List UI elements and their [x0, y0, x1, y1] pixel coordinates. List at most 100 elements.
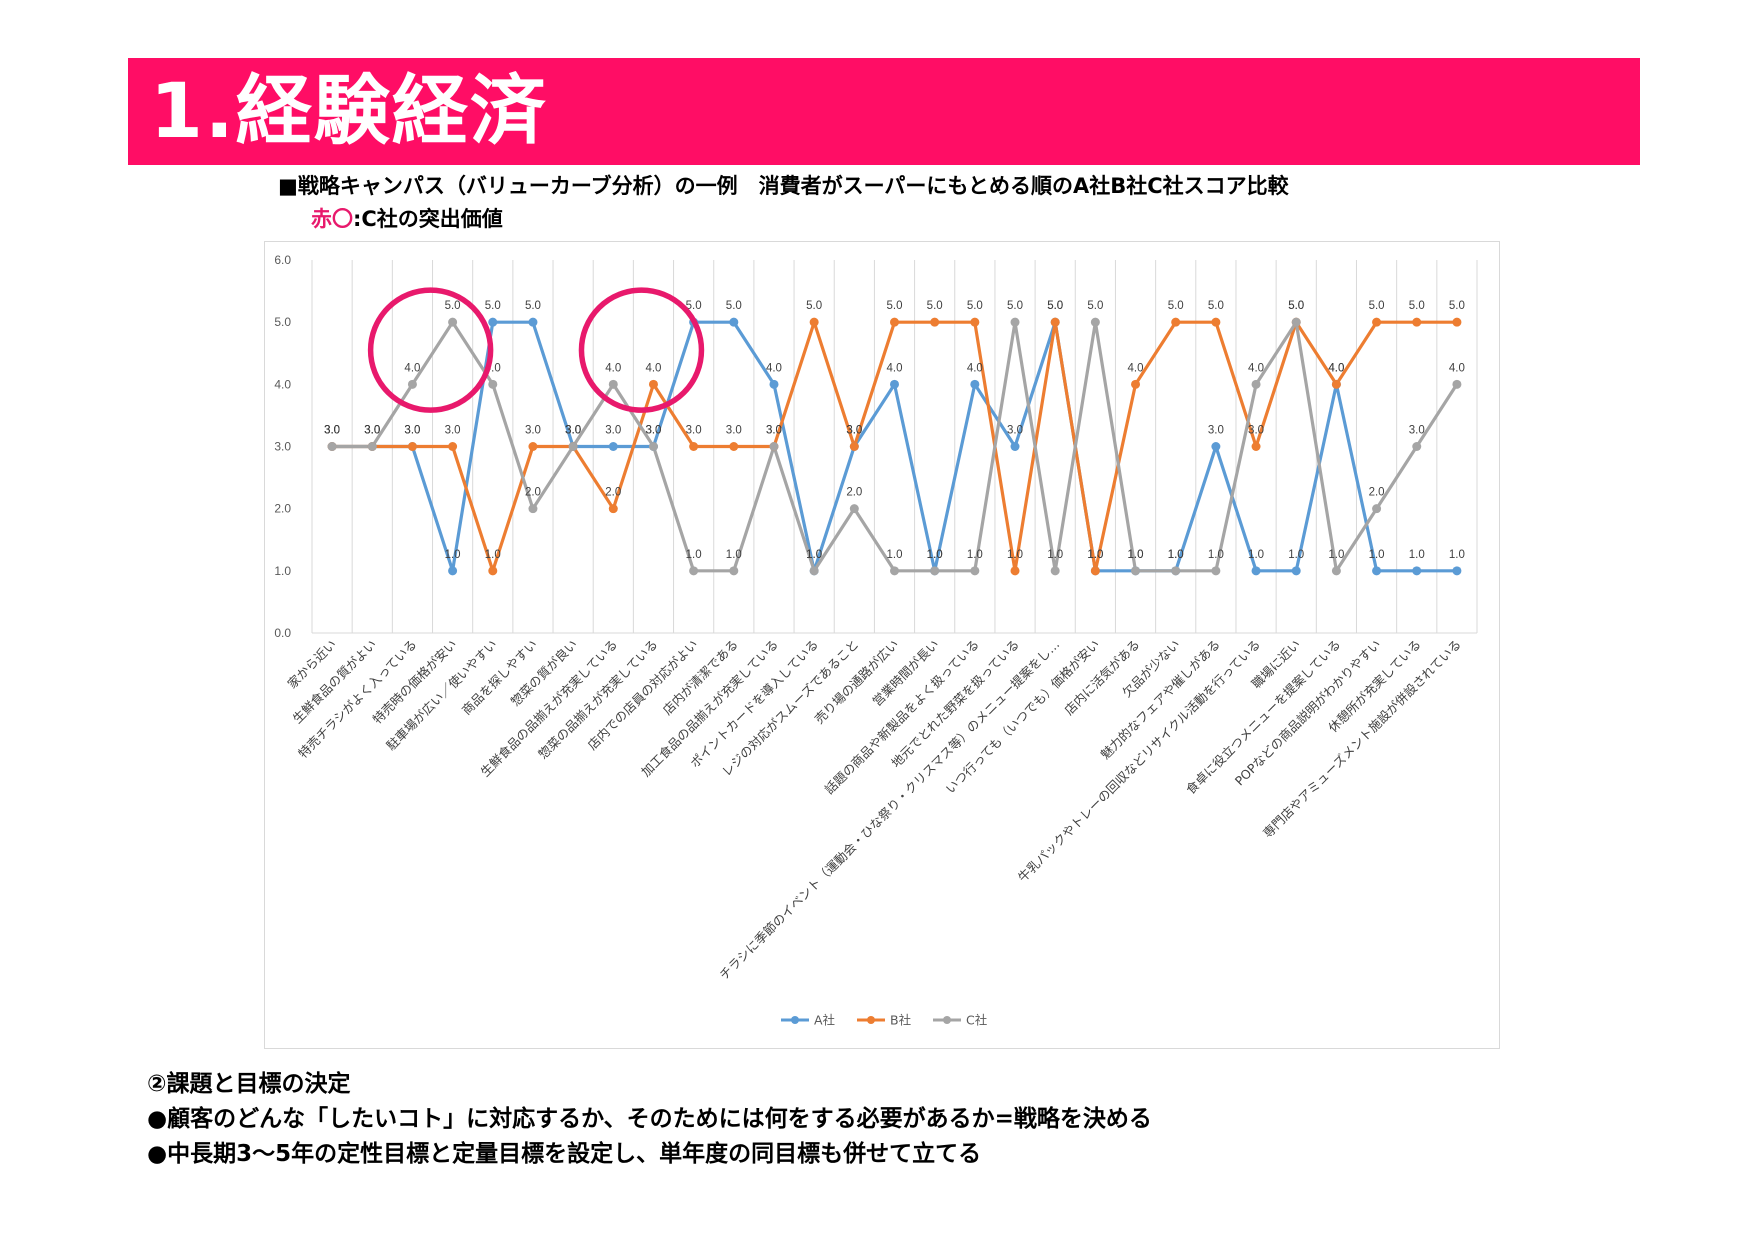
data-point: [327, 442, 337, 451]
data-point: [1331, 379, 1341, 389]
data-label: 1.0: [1128, 549, 1144, 561]
data-point: [1412, 317, 1422, 327]
data-point: [1412, 442, 1422, 451]
data-label: 3.0: [565, 425, 581, 437]
data-label: 4.0: [645, 362, 661, 374]
legend-marker: [791, 1016, 799, 1024]
data-label: 5.0: [887, 300, 903, 312]
data-point: [367, 442, 377, 451]
data-label: 5.0: [726, 300, 742, 312]
data-point: [809, 566, 819, 576]
y-tick-label: 3.0: [274, 440, 291, 454]
data-label: 1.0: [1288, 549, 1304, 561]
data-point: [1211, 566, 1221, 576]
data-point: [1251, 379, 1261, 389]
data-point: [1291, 317, 1301, 327]
chart-note-marker: 赤〇: [311, 207, 353, 231]
data-point: [809, 317, 819, 327]
chart-note-text: :C社の突出価値: [353, 207, 503, 231]
data-label: 3.0: [686, 425, 702, 437]
bullet-strategy: ●顧客のどんな「したいコト」に対応するか、そのためには何をする必要があるか=戦略…: [147, 1106, 1152, 1132]
data-label: 1.0: [967, 549, 983, 561]
data-point: [890, 317, 899, 327]
data-label: 5.0: [485, 300, 501, 312]
data-label: 3.0: [364, 425, 380, 437]
data-label: 1.0: [1128, 549, 1144, 561]
data-point: [1050, 566, 1060, 576]
data-label: 5.0: [1449, 300, 1465, 312]
data-point: [1452, 317, 1462, 327]
data-label: 3.0: [1208, 425, 1224, 437]
legend-label: A社: [814, 1013, 835, 1028]
data-label: 1.0: [1007, 549, 1023, 561]
data-label: 1.0: [887, 549, 903, 561]
data-label: 3.0: [445, 425, 461, 437]
data-point: [1372, 566, 1382, 576]
data-label: 3.0: [1409, 425, 1425, 437]
data-label: 3.0: [565, 425, 581, 437]
data-point: [729, 566, 739, 576]
data-label: 4.0: [1328, 362, 1344, 374]
data-point: [930, 317, 940, 327]
data-point: [1010, 317, 1020, 327]
legend-label: C社: [966, 1013, 987, 1028]
data-label: 1.0: [1047, 549, 1063, 561]
chart-frame: 0.0 1.0 2.0 3.0 4.0 5.0 6.0 家から近い 生鮮食品の質がよい 特売チラシ…: [264, 241, 1500, 1049]
page-title: 1.経験経済: [150, 66, 548, 155]
data-label: 1.0: [485, 549, 501, 561]
data-label: 1.0: [1087, 549, 1103, 561]
x-tick-label: POPなどの商品説明がわかりやすい: [1232, 637, 1384, 789]
data-point: [1372, 504, 1382, 514]
data-point: [849, 504, 859, 514]
data-label: 3.0: [324, 425, 340, 437]
data-label: 5.0: [967, 300, 983, 312]
data-label: 5.0: [1288, 300, 1304, 312]
data-label: 1.0: [927, 549, 943, 561]
data-label: 4.0: [1248, 362, 1264, 374]
data-label: 2.0: [1369, 487, 1385, 499]
series-line-1: [332, 320, 1457, 573]
data-label: 5.0: [525, 300, 541, 312]
data-point: [608, 379, 618, 389]
data-point: [1010, 442, 1020, 451]
data-label: 1.0: [806, 549, 822, 561]
data-label: 1.0: [806, 549, 822, 561]
data-point: [890, 379, 899, 389]
data-point: [970, 566, 980, 576]
title-bar: [128, 58, 1640, 165]
series-line-3: [332, 320, 1459, 573]
data-point: [890, 566, 899, 576]
data-label: 1.0: [1208, 549, 1224, 561]
data-label: 3.0: [645, 425, 661, 437]
data-point: [1251, 442, 1261, 451]
data-point: [1211, 442, 1221, 451]
data-label: 2.0: [846, 487, 862, 499]
data-label: 4.0: [1449, 362, 1465, 374]
section-heading: ②課題と目標の決定: [147, 1071, 351, 1097]
data-label: 3.0: [645, 425, 661, 437]
data-point: [1131, 566, 1141, 576]
data-label: 4.0: [1328, 362, 1344, 374]
data-label: 1.0: [1168, 549, 1184, 561]
data-label: 3.0: [726, 425, 742, 437]
data-label: 2.0: [525, 487, 541, 499]
y-tick-label: 2.0: [274, 502, 291, 516]
data-point: [448, 566, 458, 576]
legend-label: B社: [890, 1013, 911, 1028]
y-tick-label: 5.0: [274, 315, 291, 329]
data-point: [1050, 317, 1060, 327]
data-label: 2.0: [605, 487, 621, 499]
data-label: 4.0: [766, 362, 782, 374]
data-label: 1.0: [1248, 549, 1264, 561]
data-point: [1452, 379, 1462, 389]
data-point: [1372, 317, 1382, 327]
data-label: 5.0: [927, 300, 943, 312]
highlight-circle: [578, 287, 705, 413]
data-label: 5.0: [1047, 300, 1063, 312]
chart-subtitle: ■戦略キャンパス（バリューカーブ分析）の一例 消費者がスーパーにもとめる順のA社…: [278, 174, 1289, 198]
data-label: 1.0: [1409, 549, 1425, 561]
data-label: 3.0: [605, 425, 621, 437]
data-point: [568, 442, 578, 451]
data-label: 5.0: [1369, 300, 1385, 312]
data-label: 5.0: [1288, 300, 1304, 312]
